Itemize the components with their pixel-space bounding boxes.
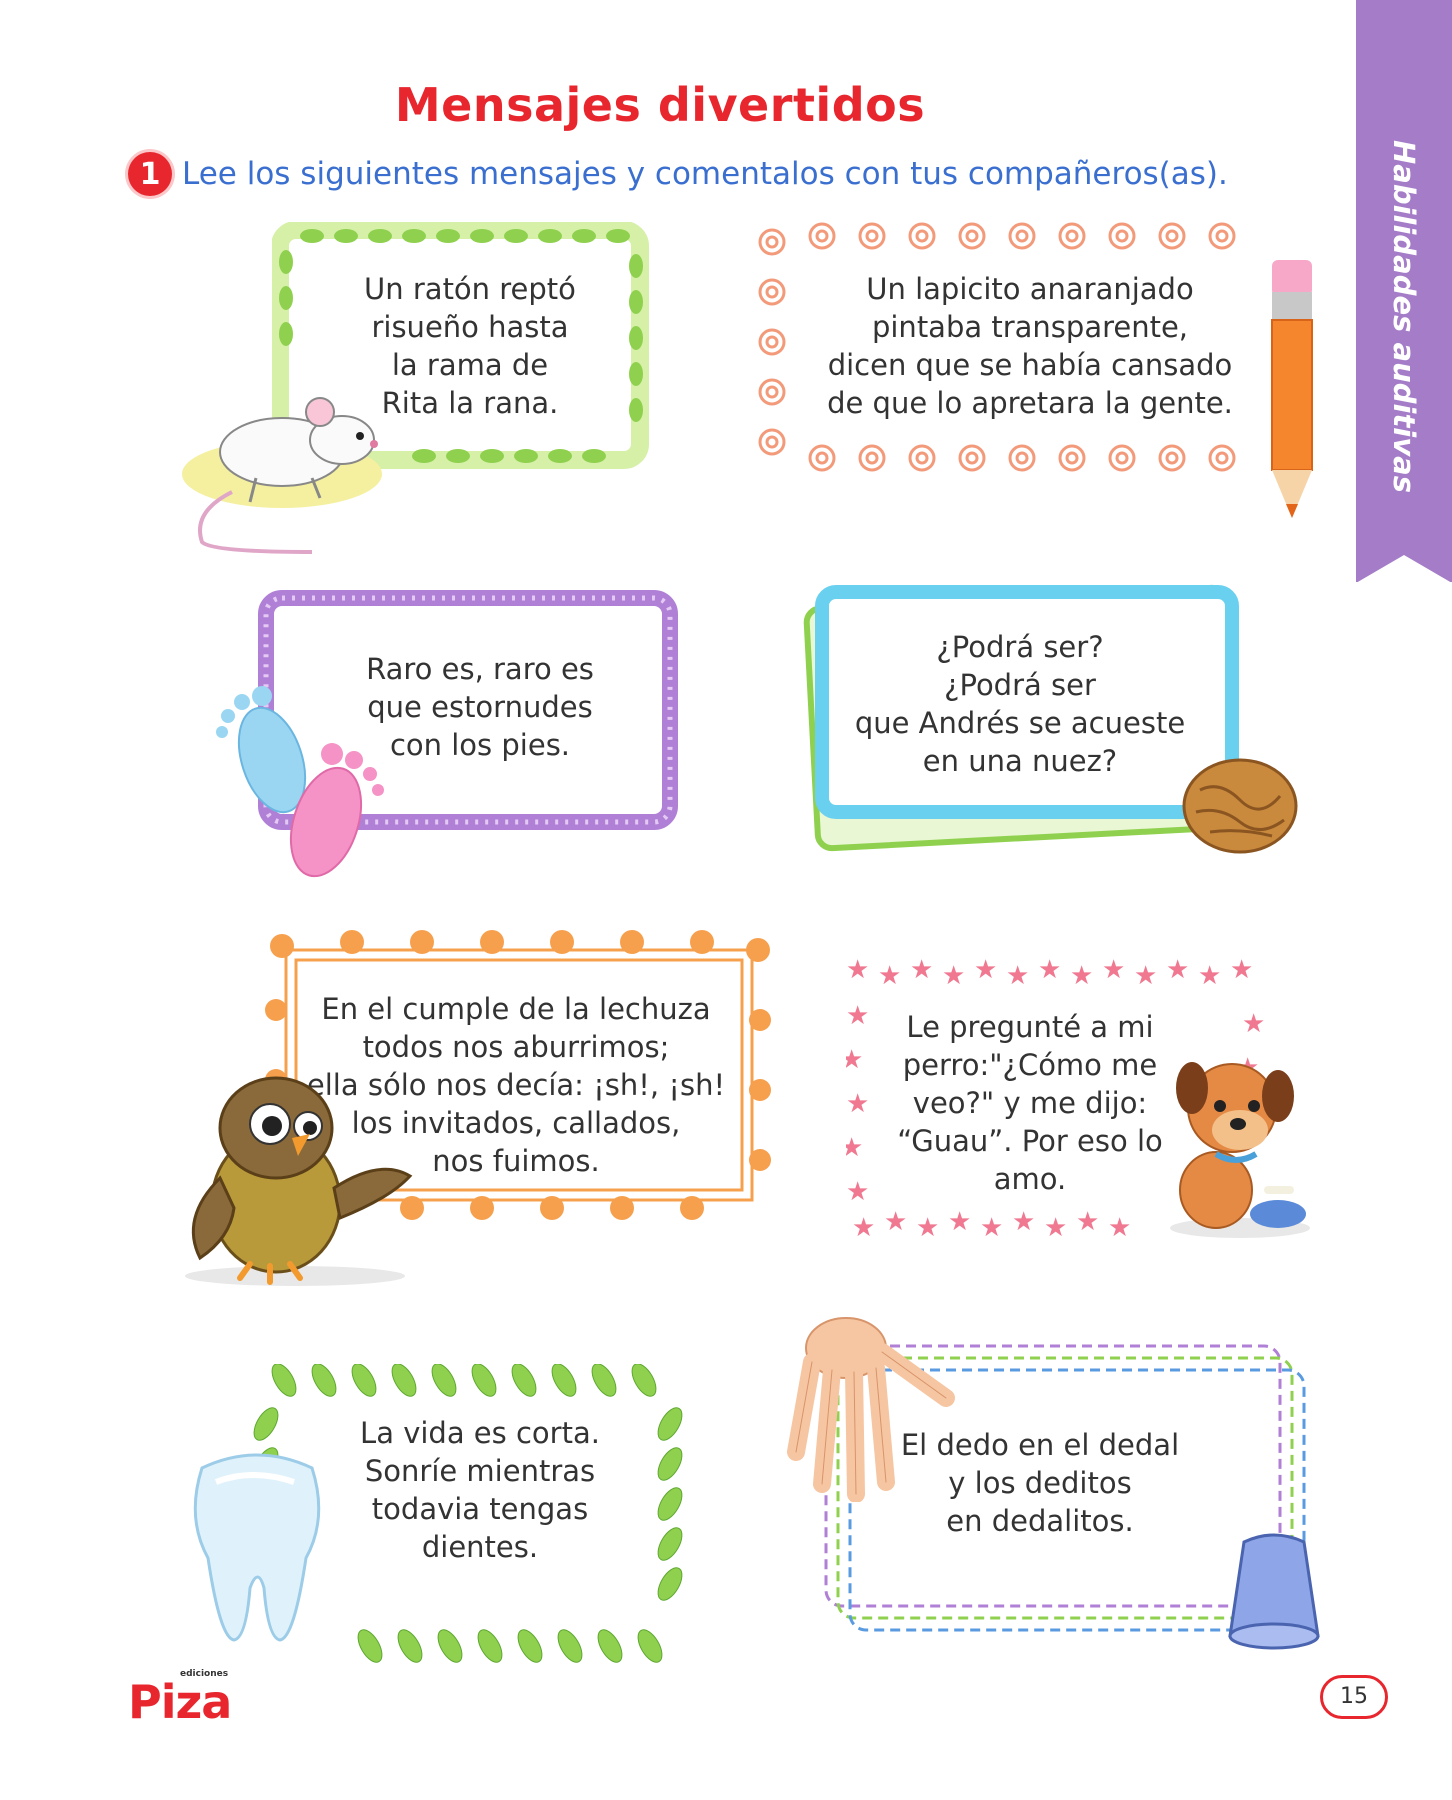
thimble-icon: [1228, 1533, 1320, 1650]
svg-text:★: ★: [1006, 961, 1029, 991]
svg-text:★: ★: [1044, 1213, 1067, 1243]
green-oval-frame: [272, 222, 649, 469]
svg-text:★: ★: [1198, 961, 1221, 991]
svg-text:★: ★: [846, 955, 869, 985]
message-text: Raro es, raro es que estornudes con los …: [366, 652, 594, 762]
message-text: La vida es corta. Sonríe mientras todavi…: [360, 1416, 600, 1564]
svg-text:★: ★: [852, 1213, 875, 1243]
swirl-frame: [758, 222, 1236, 472]
svg-text:★: ★: [1166, 955, 1189, 985]
orange-swirl-frame: [265, 930, 771, 1220]
mouse-icon: [182, 397, 382, 554]
svg-text:★: ★: [1038, 955, 1061, 985]
svg-text:★: ★: [1108, 1213, 1131, 1243]
svg-text:★: ★: [846, 1177, 869, 1207]
svg-text:★: ★: [1076, 1207, 1099, 1237]
page-number: 15: [1320, 1675, 1388, 1719]
svg-text:★: ★: [980, 1213, 1003, 1243]
publisher-logo: Piza ediciones: [128, 1669, 232, 1729]
svg-text:★: ★: [1230, 955, 1253, 985]
tooth-icon: [193, 1453, 321, 1642]
instruction: 1 Lee los siguientes mensajes y comental…: [128, 152, 1228, 196]
message-text: En el cumple de la lechuza todos nos abu…: [306, 992, 726, 1178]
walnut-icon: [1182, 758, 1298, 854]
publisher-brand: Piza: [128, 1675, 232, 1729]
hand-icon: [787, 1317, 955, 1502]
svg-text:★: ★: [1012, 1207, 1035, 1237]
svg-text:★: ★: [942, 961, 965, 991]
svg-text:★: ★: [974, 955, 997, 985]
message-text: ¿Podrá ser? ¿Podrá ser que Andrés se acu…: [854, 630, 1186, 778]
layered-cards-frame: [803, 584, 1241, 852]
owl-icon: [185, 1076, 413, 1286]
message-text: El dedo en el dedal y los deditos en ded…: [900, 1428, 1180, 1538]
publisher-tag: ediciones: [180, 1669, 229, 1679]
svg-text:★: ★: [1070, 961, 1093, 991]
message-text: Un ratón reptó risueño hasta la rama de …: [364, 272, 576, 420]
page-title: Mensajes divertidos: [394, 78, 926, 132]
svg-text:★: ★: [846, 1133, 863, 1163]
instruction-number-badge: 1: [128, 152, 172, 196]
svg-text:★: ★: [878, 961, 901, 991]
svg-text:★: ★: [948, 1207, 971, 1237]
svg-text:★: ★: [910, 955, 933, 985]
message-text: Le pregunté a mi perro:"¿Cómo me veo?" y…: [897, 1010, 1163, 1196]
svg-text:★: ★: [884, 1207, 907, 1237]
svg-text:★: ★: [1134, 961, 1157, 991]
pink-stars-frame: ★★★★ ★★★★ ★★★★★ ★★★★★ ★★★ ★★★★ ★★★★★: [846, 955, 1265, 1243]
svg-text:★: ★: [846, 1001, 869, 1031]
section-side-tab-label: Habilidades auditivas: [1387, 140, 1421, 493]
svg-text:★: ★: [1102, 955, 1125, 985]
section-side-tab: Habilidades auditivas: [1356, 0, 1452, 583]
pencil-icon: [1271, 260, 1313, 518]
dashed-frame: [824, 1344, 1306, 1632]
footprints-icon: [216, 686, 384, 878]
svg-text:★: ★: [1242, 1009, 1265, 1039]
svg-text:★: ★: [916, 1213, 939, 1243]
instruction-text: Lee los siguientes mensajes y comentalos…: [182, 156, 1228, 192]
svg-text:★: ★: [846, 1089, 869, 1119]
message-text: Un lapicito anaranjado pintaba transpare…: [827, 272, 1233, 420]
svg-text:★: ★: [846, 1045, 863, 1075]
puppy-icon: [1170, 1062, 1310, 1238]
